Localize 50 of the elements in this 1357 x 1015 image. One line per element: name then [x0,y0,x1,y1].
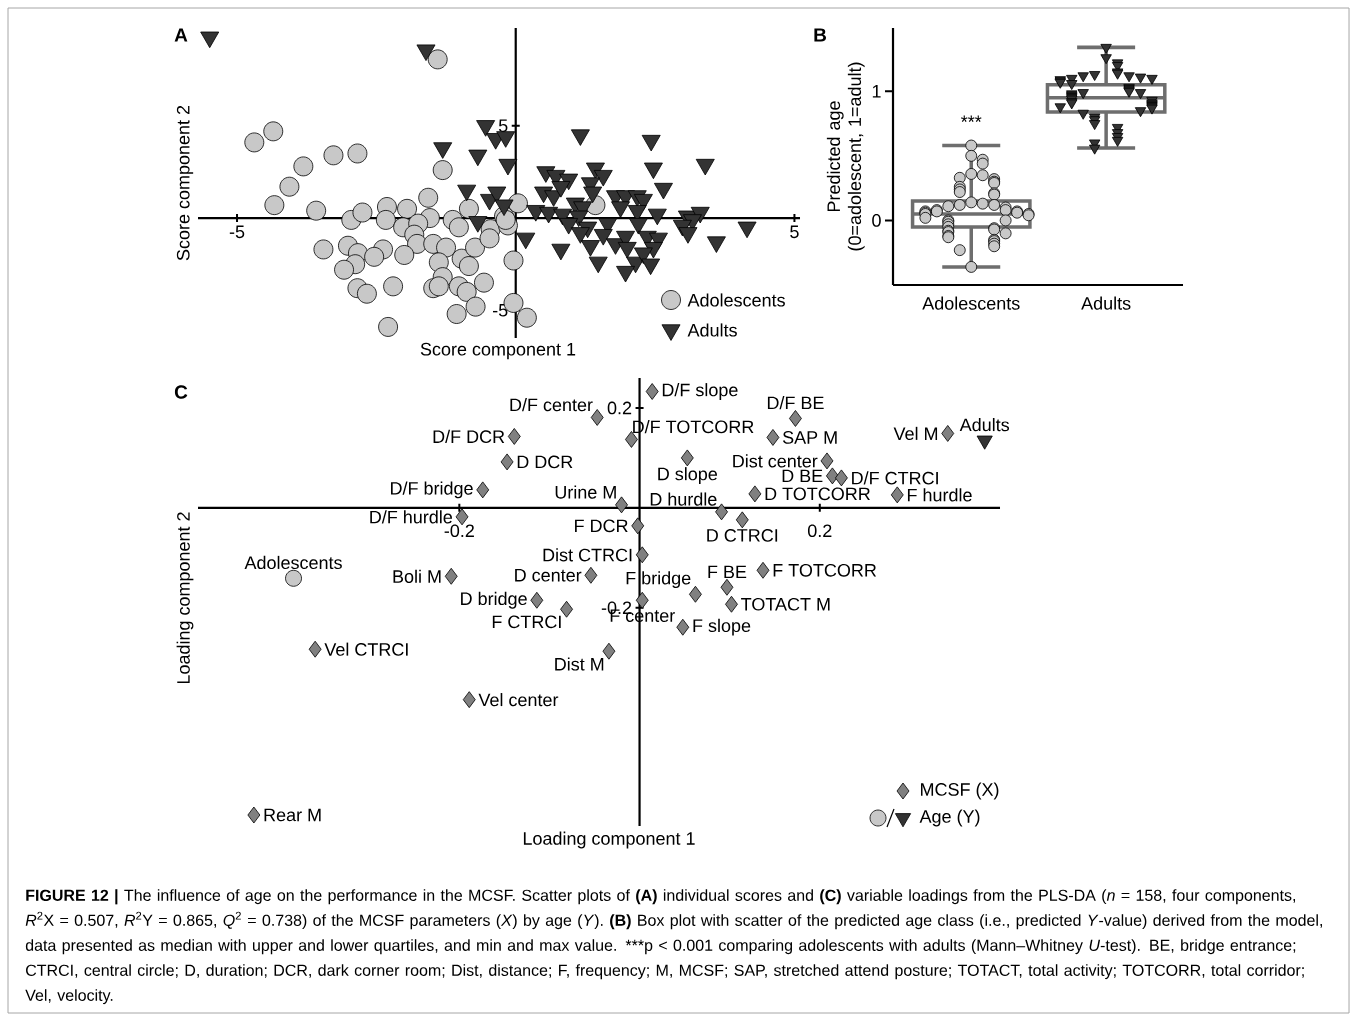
legend-label: Adults [687,323,737,337]
chart-title: B [814,28,827,42]
annotation: Dist M [555,657,604,671]
annotation: D slope [658,467,718,484]
annotation: D DCR [517,455,573,469]
legend-label: MCSF (X) [921,782,999,800]
annotation: D center [515,569,582,582]
annotation: Dist CTRCI [543,548,632,562]
annotation: TOTACT M [741,597,830,611]
annotation: Rear M [264,808,321,822]
annotation: F bridge [626,571,691,589]
annotation: Adolescents [244,555,342,570]
text: FIGURE 12 | The influence of age on the performance in the MCSF. Scatter plots of (A) individual scores and (C) variable loadings from the PLS-DA (n = 158, four components, R$^{2}$X = 0.507, R$^{2}$Y = 0.865, Q$^{2}$ = 0.738) of the MCSF parameters (X) by age (Y). (B) Box plot with scatter of the predicted age class (i.e., predicted Y-value) derived from the model, data presented as median with upper and lower quartiles, and min and max value. ***p < 0.001 comparing adolescents with adults (Mann–Whitney U-test). BE, bridge entrance; CTRCI, central circle; D, duration; DCR, dark corner room; Dist, distance; F, frequency; M, MCSF; SAP, stretched attend posture; TOTACT, total activity; TOTCORR, total corridor; Vel, velocity. [25,889,1322,1005]
annotation: *** [961,115,982,122]
annotation: D/F slope [662,383,738,400]
annotation: Dist center [733,454,818,468]
annotation: D bridge [461,591,527,609]
legend-label: Age (Y) [919,809,980,827]
annotation: D BE [782,469,823,483]
annotation: Boli M [393,569,441,583]
annotation: D/F DCR [433,429,505,444]
x-axis-title: Score component 1 [420,342,576,360]
annotation: Vel M [893,426,938,441]
annotation: Vel center [478,693,559,707]
annotation: D/F hurdle [370,510,453,524]
annotation: Vel CTRCI [324,642,408,656]
annotation: SAP M [782,431,837,444]
annotation: D/F BE [767,396,824,410]
annotation: D/F center [510,398,593,412]
annotation: D/F bridge [391,481,473,499]
annotation: D CTRCI [707,529,778,542]
y-tick-label: 0 [872,214,881,227]
annotation: F TOTCORR [773,563,877,577]
y-axis-title: Predicted age (0=adolescent, 1=adult) [826,62,865,251]
annotation: Urine M [555,485,616,499]
annotation: Adults [959,418,1010,432]
annotation: F CTRCI [492,615,561,629]
annotation: F slope [693,618,751,636]
annotation: D hurdle [650,492,717,506]
y-tick-label: 1 [872,85,881,98]
annotation: F hurdle [907,488,972,502]
y-axis-title: Score component 2 [176,105,194,261]
chart-title: C [174,385,188,399]
annotation: F BE [708,565,747,579]
y-axis-title: Loading component 2 [176,512,194,684]
chart-title: A [174,28,188,42]
annotation: F DCR [575,519,628,533]
x-axis-title: Loading component 1 [523,831,695,849]
annotation: D TOTCORR [765,487,870,501]
annotation: D/F CTRCI [852,471,938,485]
